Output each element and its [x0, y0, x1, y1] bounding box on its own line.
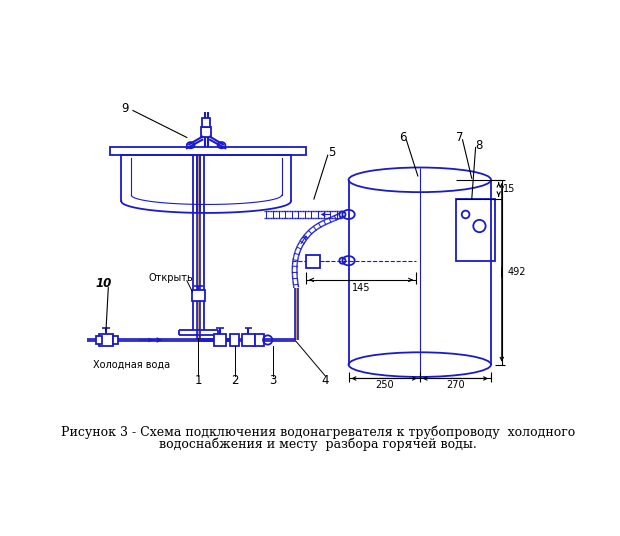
Bar — [110, 147, 306, 155]
Text: 492: 492 — [508, 267, 526, 277]
Text: 15: 15 — [503, 184, 516, 195]
Text: 3: 3 — [270, 374, 277, 386]
Text: водоснабжения и месту  разбора горячей воды.: водоснабжения и месту разбора горячей во… — [159, 438, 477, 451]
Text: Рисунок 3 - Схема подключения водонагревателя к трубопроводу  холодного: Рисунок 3 - Схема подключения водонагрев… — [61, 426, 575, 439]
Text: 8: 8 — [475, 139, 482, 152]
Text: 5: 5 — [328, 146, 335, 159]
Text: 250: 250 — [375, 381, 394, 390]
Bar — [306, 255, 320, 267]
Text: 1: 1 — [195, 374, 202, 386]
Bar — [202, 128, 211, 137]
Polygon shape — [197, 155, 200, 340]
Bar — [113, 336, 118, 344]
Bar — [96, 336, 102, 344]
Text: 7: 7 — [456, 131, 463, 144]
Bar — [255, 334, 264, 346]
Bar — [202, 118, 210, 128]
Polygon shape — [198, 339, 252, 341]
Polygon shape — [264, 339, 296, 341]
Bar — [214, 334, 226, 346]
Polygon shape — [197, 155, 200, 213]
Bar — [242, 334, 255, 346]
Text: 270: 270 — [446, 381, 465, 390]
Text: 2: 2 — [231, 374, 238, 386]
Text: 9: 9 — [122, 102, 129, 115]
Text: 145: 145 — [352, 282, 370, 293]
Polygon shape — [295, 288, 298, 340]
Bar — [456, 199, 495, 260]
Bar — [230, 334, 239, 346]
Bar — [192, 290, 205, 301]
Text: 10: 10 — [95, 277, 112, 291]
Bar — [99, 334, 113, 346]
Polygon shape — [87, 339, 233, 341]
Text: Открыть: Открыть — [148, 273, 193, 284]
Text: 4: 4 — [322, 374, 329, 386]
Text: 6: 6 — [399, 131, 406, 144]
Text: Холодная вода: Холодная вода — [93, 360, 170, 370]
